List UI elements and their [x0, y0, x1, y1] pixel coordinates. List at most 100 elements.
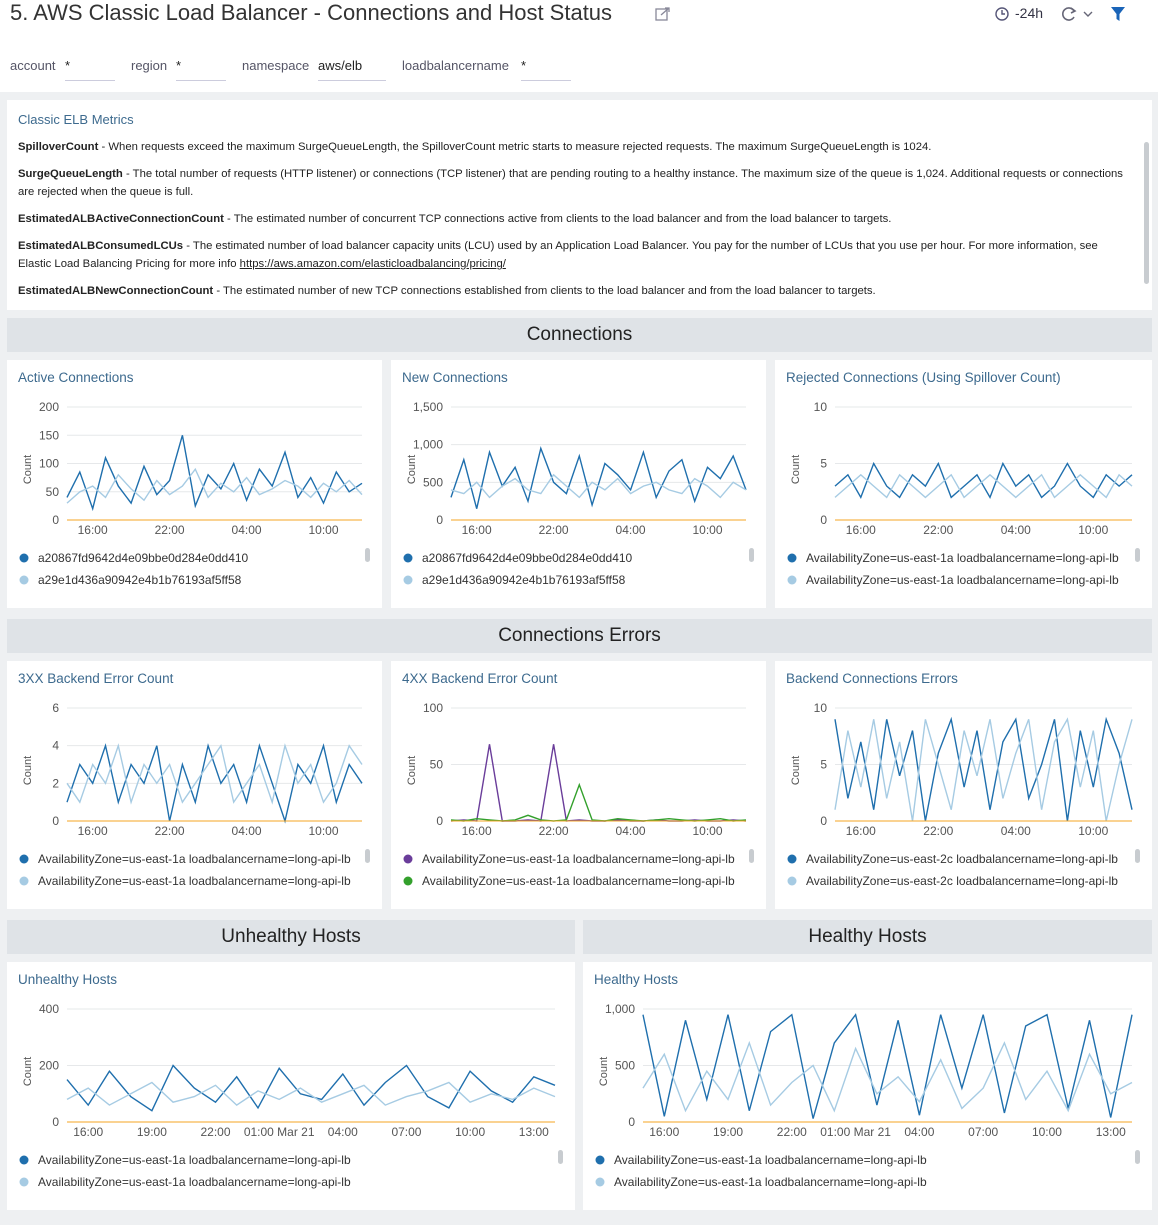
legend-label[interactable]: a29e1d436a90942e4b1b76193af5ff58 [422, 573, 626, 587]
filter-button[interactable] [1110, 5, 1126, 23]
legend-label[interactable]: AvailabilityZone=us-east-1a loadbalancer… [614, 1175, 927, 1189]
series-line [450, 782, 747, 822]
chart: 0 2 4 6 Count 16:00 22:00 04:00 10:00 Availabilit… [19, 701, 370, 888]
legend-label[interactable]: a20867fd9642d4e09bbe0d284e0dd410 [38, 551, 249, 565]
legend-label[interactable]: AvailabilityZone=us-east-1a loadbalancer… [806, 551, 1119, 565]
legend-label[interactable]: AvailabilityZone=us-east-1a loadbalancer… [38, 1175, 351, 1189]
legend-scrollbar [365, 849, 370, 863]
series-line [66, 1064, 556, 1112]
section-header: Connections Errors [7, 619, 1152, 653]
x-tick-label: 16:00 [649, 1125, 679, 1139]
time-range[interactable]: -24h [1015, 5, 1044, 21]
legend-label[interactable]: a20867fd9642d4e09bbe0d284e0dd410 [422, 551, 633, 565]
x-tick-label: 04:00 [232, 824, 262, 838]
chart: 0 5 10 Count 16:00 22:00 04:00 10:00 Availabilit… [787, 400, 1140, 587]
chart-title: 3XX Backend Error Count [18, 671, 174, 686]
y-axis-label: Count [22, 1057, 34, 1086]
legend-label[interactable]: AvailabilityZone=us-east-1a loadbalancer… [806, 573, 1119, 587]
filter-input[interactable]: aws/elb [318, 58, 386, 81]
info-title: Classic ELB Metrics [18, 112, 134, 127]
x-tick-label: 04:00 [328, 1125, 358, 1139]
clock-icon[interactable] [994, 6, 1010, 22]
refresh-button[interactable] [1060, 5, 1096, 23]
dashboard-title: 5. AWS Classic Load Balancer - Connectio… [10, 0, 613, 25]
link[interactable]: https://aws.amazon.com/elasticloadbalanc… [239, 258, 506, 270]
x-tick-label: 19:00 [137, 1125, 167, 1139]
legend-label[interactable]: a29e1d436a90942e4b1b76193af5ff58 [38, 573, 242, 587]
y-tick-label: 10 [814, 701, 828, 715]
x-tick-label: 01:00 Mar 21 [244, 1125, 315, 1139]
legend-scrollbar [365, 548, 370, 562]
legend-marker [19, 1177, 29, 1187]
info-item: EstimatedALBActiveConnectionCount - The … [18, 210, 1123, 228]
x-tick-label: 13:00 [519, 1125, 549, 1139]
chart-panel: 3XX Backend Error Count 0 2 4 6 Count 16:00 22:… [7, 661, 382, 909]
chart-title: Healthy Hosts [594, 972, 679, 987]
chart-panel: Rejected Connections (Using Spillover Co… [775, 360, 1152, 608]
legend-label[interactable]: AvailabilityZone=us-east-2c loadbalancer… [806, 874, 1118, 888]
y-axis-label: Count [598, 1057, 610, 1086]
x-tick-label: 04:00 [232, 523, 262, 537]
filter-input[interactable]: * [521, 58, 571, 81]
scrollbar[interactable] [1144, 142, 1149, 284]
legend-label[interactable]: AvailabilityZone=us-east-1a loadbalancer… [422, 852, 735, 866]
x-tick-label: 10:00 [309, 523, 339, 537]
legend-label[interactable]: AvailabilityZone=us-east-1a loadbalancer… [614, 1153, 927, 1167]
chart-panel: New Connections 0 500 1,000 1,500 Count 16:00 2… [391, 360, 766, 608]
legend-label[interactable]: AvailabilityZone=us-east-1a loadbalancer… [38, 1153, 351, 1167]
y-axis-label: Count [790, 455, 802, 484]
y-tick-label: 500 [423, 475, 443, 489]
x-tick-label: 16:00 [462, 523, 492, 537]
x-tick-label: 22:00 [539, 523, 569, 537]
y-tick-label: 4 [52, 739, 59, 753]
chart-title: Backend Connections Errors [786, 671, 958, 686]
header: 5. AWS Classic Load Balancer - Connectio… [0, 0, 1158, 92]
chart: 0 50 100 150 200 Count 16:00 22:00 04:00 10:00 a20… [19, 400, 370, 587]
filter-input[interactable]: * [176, 58, 226, 81]
y-tick-label: 50 [430, 758, 444, 772]
y-tick-label: 0 [52, 814, 59, 828]
chart-title: Unhealthy Hosts [18, 972, 118, 987]
y-tick-label: 2 [52, 776, 59, 790]
legend-label[interactable]: AvailabilityZone=us-east-1a loadbalancer… [38, 874, 351, 888]
legend-label[interactable]: AvailabilityZone=us-east-1a loadbalancer… [422, 874, 735, 888]
metric-name: EstimatedALBConsumedLCUs [18, 240, 184, 252]
share-icon[interactable] [655, 6, 671, 22]
chart-title: New Connections [402, 370, 508, 385]
legend-scrollbar [749, 849, 754, 863]
section-header: Unhealthy Hosts [7, 920, 575, 954]
x-tick-label: 04:00 [1001, 523, 1031, 537]
x-tick-label: 01:00 Mar 21 [820, 1125, 891, 1139]
metric-description: - The estimated number of new TCP connec… [213, 285, 876, 297]
y-tick-label: 10 [814, 400, 828, 414]
legend-scrollbar [1135, 548, 1140, 562]
chart: 0 5 10 Count 16:00 22:00 04:00 10:00 Availabilit… [787, 701, 1140, 888]
x-tick-label: 10:00 [1078, 523, 1108, 537]
info-item: EstimatedALBNewConnectionCount - The est… [18, 282, 1123, 300]
x-tick-label: 16:00 [73, 1125, 103, 1139]
y-tick-label: 500 [615, 1059, 635, 1073]
legend-label[interactable]: AvailabilityZone=us-east-2c loadbalancer… [806, 852, 1118, 866]
metric-name: EstimatedALBActiveConnectionCount [18, 213, 224, 225]
y-axis-label: Count [406, 455, 418, 484]
y-tick-label: 100 [423, 701, 443, 715]
filter-input[interactable]: * [65, 58, 115, 81]
y-tick-label: 0 [436, 513, 443, 527]
legend-label[interactable]: AvailabilityZone=us-east-1a loadbalancer… [38, 852, 351, 866]
x-tick-label: 22:00 [539, 824, 569, 838]
legend-marker [595, 1177, 605, 1187]
y-tick-label: 50 [46, 485, 60, 499]
x-tick-label: 22:00 [923, 824, 953, 838]
x-tick-label: 04:00 [616, 523, 646, 537]
legend-marker [787, 876, 797, 886]
x-tick-label: 07:00 [968, 1125, 998, 1139]
series-line [66, 435, 363, 512]
chart: 0 500 1,000 1,500 Count 16:00 22:00 04:00 10:00 a… [403, 400, 754, 587]
legend-marker [403, 876, 413, 886]
info-item: SurgeQueueLength - The total number of r… [18, 165, 1123, 201]
legend-marker [787, 854, 797, 864]
legend-marker [403, 575, 413, 585]
series-line [834, 717, 1133, 822]
legend-scrollbar [749, 548, 754, 562]
x-tick-label: 16:00 [846, 523, 876, 537]
